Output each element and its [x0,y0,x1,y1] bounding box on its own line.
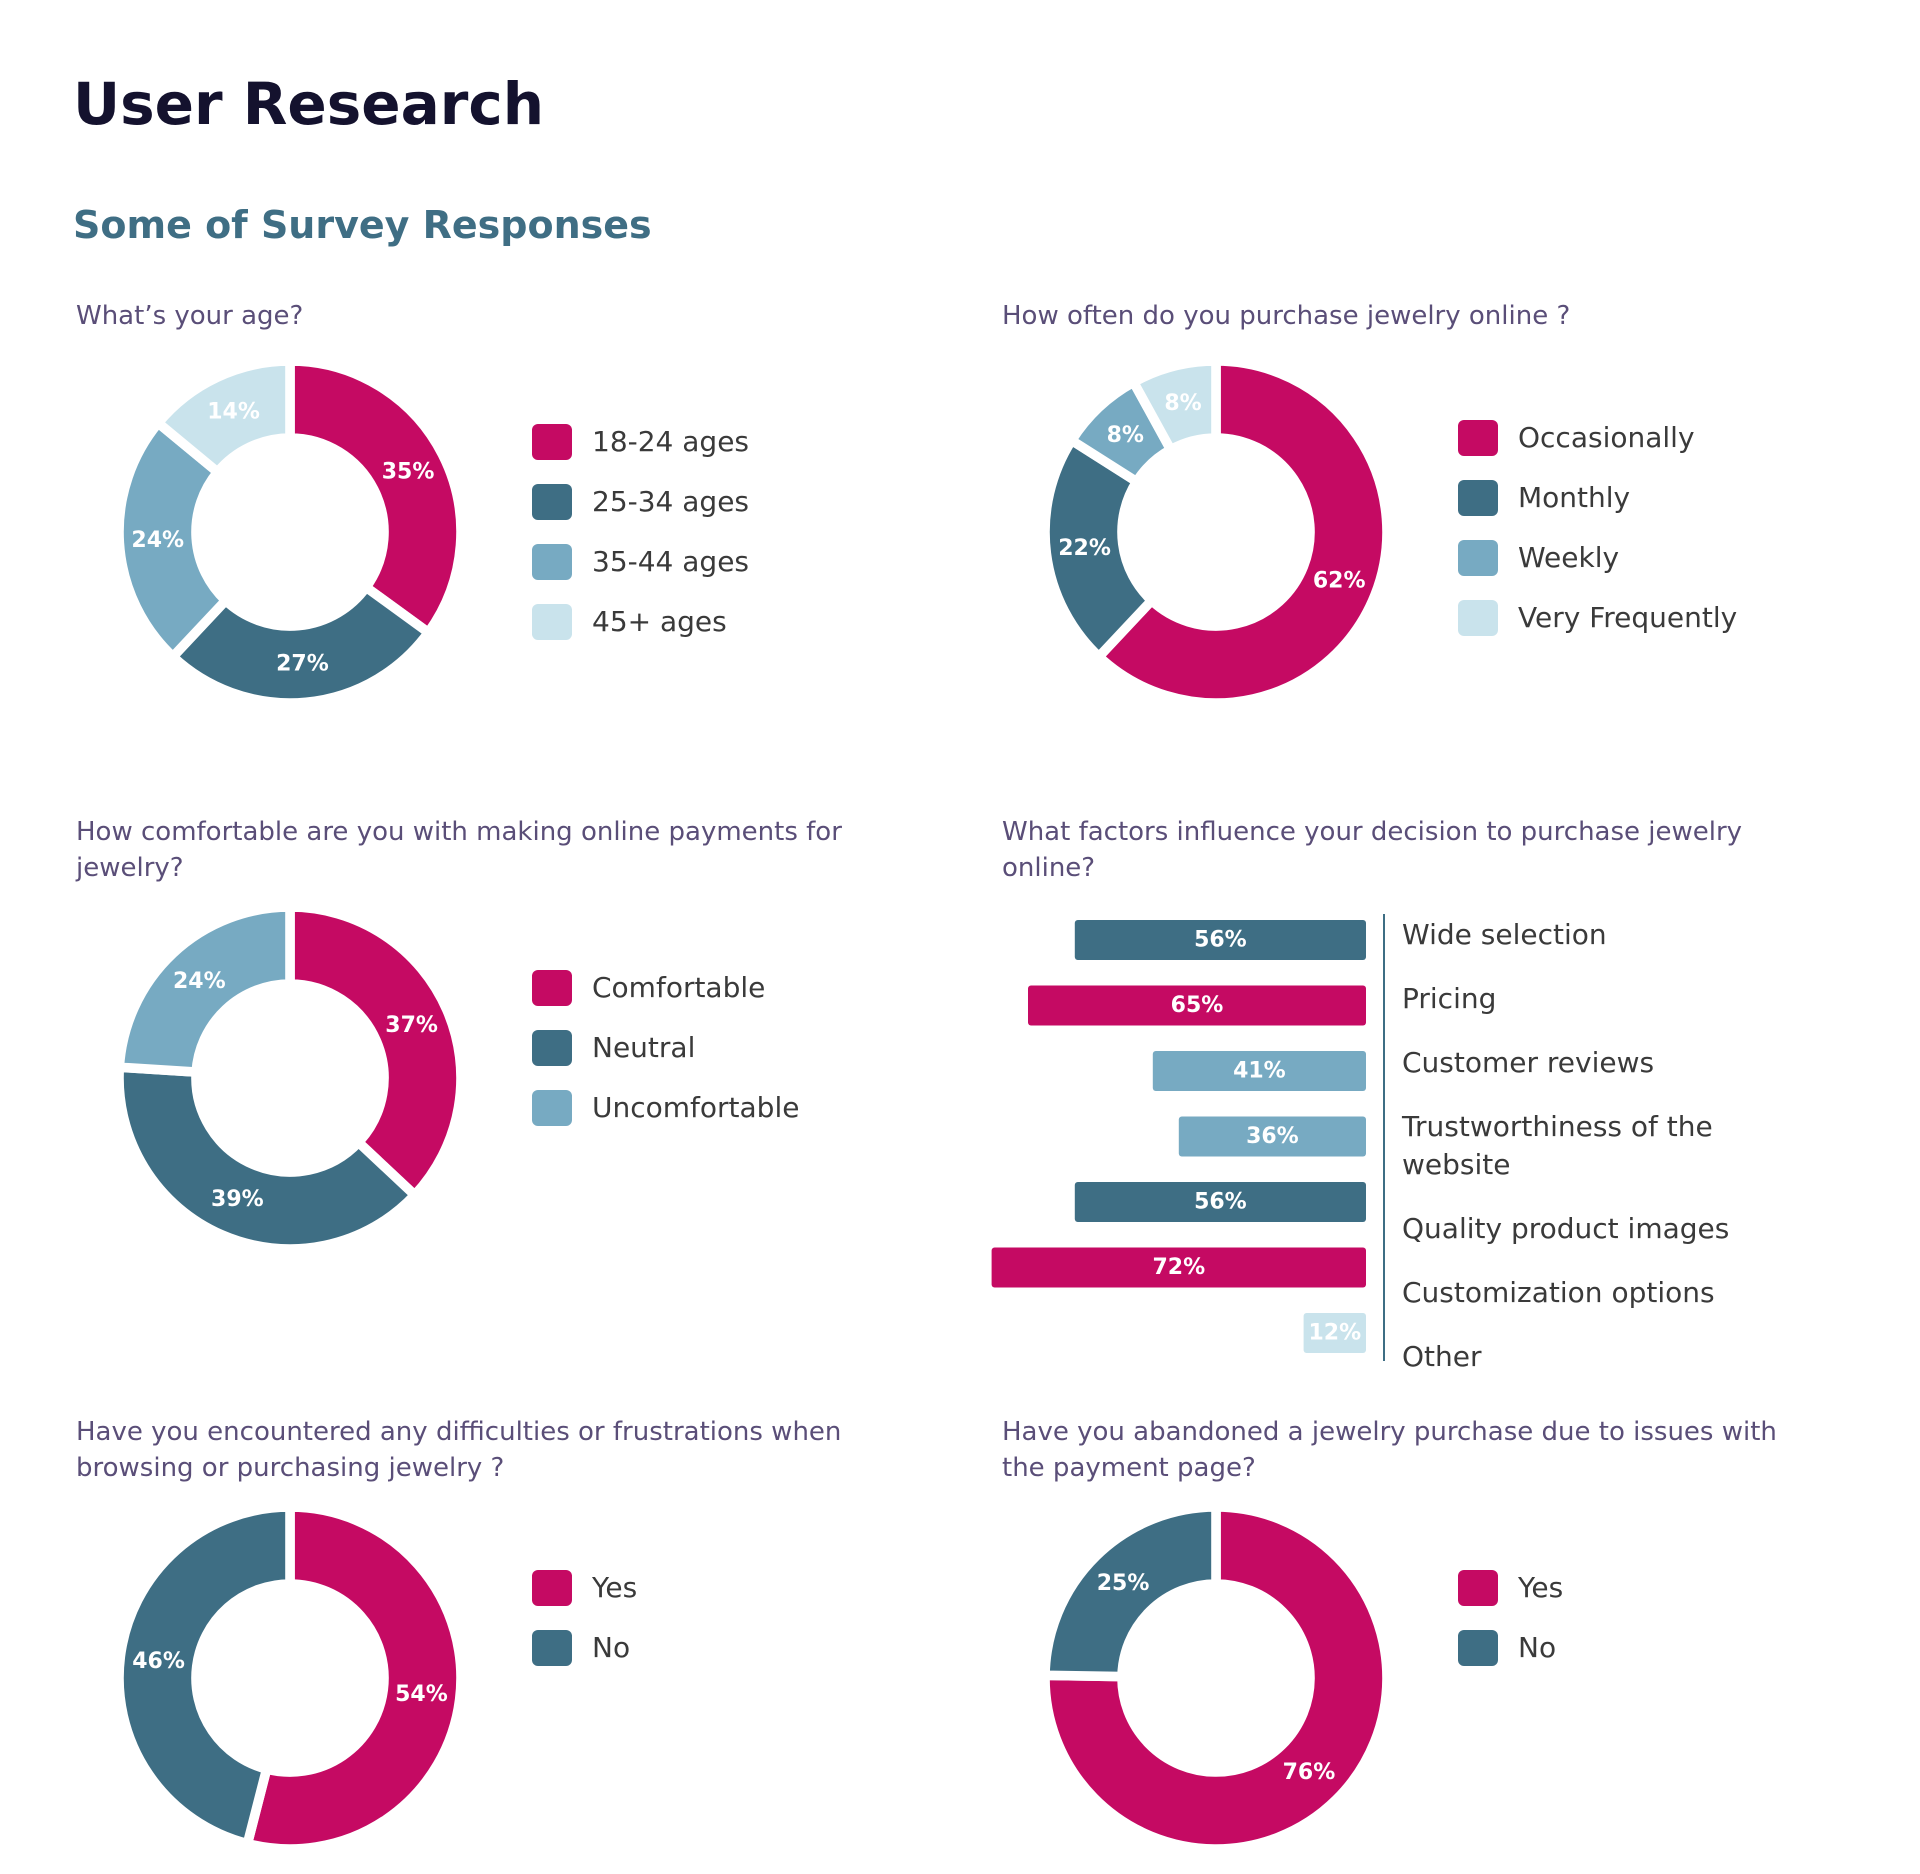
slice-comfortable [285,902,466,1200]
slice-label-occasionally: 62% [1313,568,1366,593]
slice-18-24-ages [285,356,466,638]
slice-label-no: 25% [1097,1571,1150,1596]
comfort-question: How comfortable are you with making onli… [76,817,842,883]
slice-label-uncomfortable: 24% [173,969,226,994]
bar-label-wide-selection: 56% [1194,928,1247,953]
slice-yes [1040,1502,1392,1854]
legend-label: 35-44 ages [592,545,750,578]
legend-swatch [532,1630,572,1666]
bar-trustworthiness-of-the-website [1178,1116,1366,1157]
bar-label-customization-options: 72% [1152,1255,1205,1280]
slice-label-25-34-ages: 27% [276,651,329,676]
category-label-trustworthiness-of-the-website: Trustworthiness of the website [1402,1110,1713,1181]
slice-label-neutral: 39% [211,1187,264,1212]
legend-label: Weekly [1518,541,1620,574]
category-label-pricing: Pricing [1402,982,1497,1015]
slice-label-monthly: 22% [1058,536,1111,561]
legend-swatch [1458,540,1498,576]
legend-swatch [1458,1630,1498,1666]
legend-label: Yes [1518,1571,1564,1604]
slice-label-18-24-ages: 35% [382,459,435,484]
legend-label: 45+ ages [592,605,727,638]
abandoned-question: Have you abandoned a jewelry purchase du… [1002,1417,1777,1483]
slice-neutral [114,1062,420,1254]
slice-label-45-ages: 14% [207,400,260,425]
legend-label: Yes [592,1571,638,1604]
slice-uncomfortable [114,902,295,1077]
category-label-quality-product-images: Quality product images [1402,1212,1730,1245]
bar-customer-reviews [1152,1051,1366,1091]
slice-label-yes: 54% [395,1682,448,1707]
legend-label: Very Frequently [1518,601,1738,634]
slice-45-ages [153,356,295,477]
bar-label-trustworthiness-of-the-website: 36% [1246,1124,1299,1149]
bar-label-customer-reviews: 41% [1233,1059,1286,1084]
slice-label-35-44-ages: 24% [131,528,184,553]
section-title: Some of Survey Responses [73,203,652,247]
slice-very-frequently [1128,356,1221,455]
slice-label-yes: 76% [1283,1760,1336,1785]
difficulties-question: Have you encountered any difficulties or… [76,1417,842,1483]
legend-label: Neutral [592,1031,696,1064]
page-title: User Research [73,70,545,138]
age-question: What’s your age? [76,301,304,331]
legend-swatch [532,544,572,580]
category-label-customization-options: Customization options [1402,1276,1715,1309]
slice-label-weekly: 8% [1107,423,1144,448]
legend-swatch [532,1570,572,1606]
slice-label-no: 46% [132,1649,185,1674]
bar-label-pricing: 65% [1171,993,1224,1018]
slice-35-44-ages [114,418,231,662]
legend-label: Comfortable [592,971,766,1004]
legend-swatch [532,604,572,640]
legend-swatch [532,424,572,460]
bar-label-quality-product-images: 56% [1194,1190,1247,1215]
bar-label-other: 12% [1308,1321,1361,1346]
slice-label-comfortable: 37% [385,1013,438,1038]
category-label-customer-reviews: Customer reviews [1402,1046,1655,1079]
factors-question: What factors influence your decision to … [1002,817,1743,883]
legend-swatch [532,970,572,1006]
legend-label: Occasionally [1518,421,1695,454]
legend-swatch [532,1090,572,1126]
legend-swatch [532,484,572,520]
legend-label: 18-24 ages [592,425,750,458]
slice-25-34-ages [168,582,434,708]
frequency-question: How often do you purchase jewelry online… [1002,301,1571,331]
slice-monthly [1040,435,1157,662]
legend-swatch [1458,600,1498,636]
legend-label: Monthly [1518,481,1631,514]
bar-pricing [1028,985,1366,1026]
slice-weekly [1066,377,1176,487]
slice-no [1040,1502,1221,1682]
bar-quality-product-images [1074,1182,1366,1222]
slice-occasionally [1094,356,1392,708]
slice-label-very-frequently: 8% [1164,391,1201,416]
bar-wide-selection [1074,920,1366,960]
category-label-other: Other [1402,1340,1482,1373]
legend-label: No [592,1631,631,1664]
legend-label: 25-34 ages [592,485,750,518]
legend-swatch [1458,1570,1498,1606]
bar-other [1303,1313,1366,1353]
slice-yes [242,1502,466,1854]
legend-swatch [1458,480,1498,516]
category-label-wide-selection: Wide selection [1402,918,1607,951]
legend-label: No [1518,1631,1557,1664]
bar-customization-options [991,1247,1366,1288]
legend-swatch [532,1030,572,1066]
legend-label: Uncomfortable [592,1091,800,1124]
slice-no [114,1502,295,1849]
legend-swatch [1458,420,1498,456]
